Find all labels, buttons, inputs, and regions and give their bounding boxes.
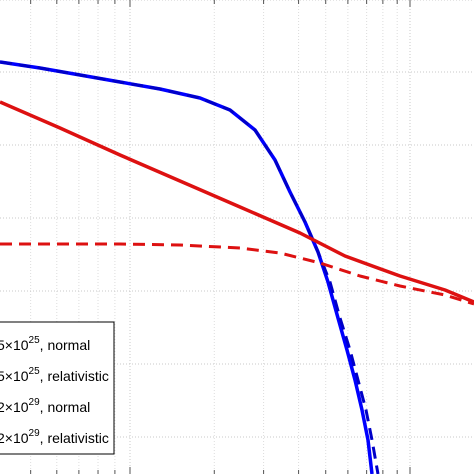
series-line-3 <box>0 242 474 306</box>
legend-entry-0: 5×1025, normal <box>0 335 90 353</box>
legend: 5×1025, normal 5×1025, relativistic 2×1029… <box>0 321 115 455</box>
legend-box <box>0 321 115 455</box>
legend-entry-1: 5×1025, relativistic <box>0 366 109 384</box>
series-lines <box>0 60 474 474</box>
series-line-2 <box>0 100 474 304</box>
legend-entry-3: 2×1029, relativistic <box>0 428 109 446</box>
legend-entry-2: 2×1029, normal <box>0 397 90 415</box>
legend-items: 5×1025, normal 5×1025, relativistic 2×1029… <box>0 335 109 446</box>
series-line-1 <box>0 60 380 474</box>
